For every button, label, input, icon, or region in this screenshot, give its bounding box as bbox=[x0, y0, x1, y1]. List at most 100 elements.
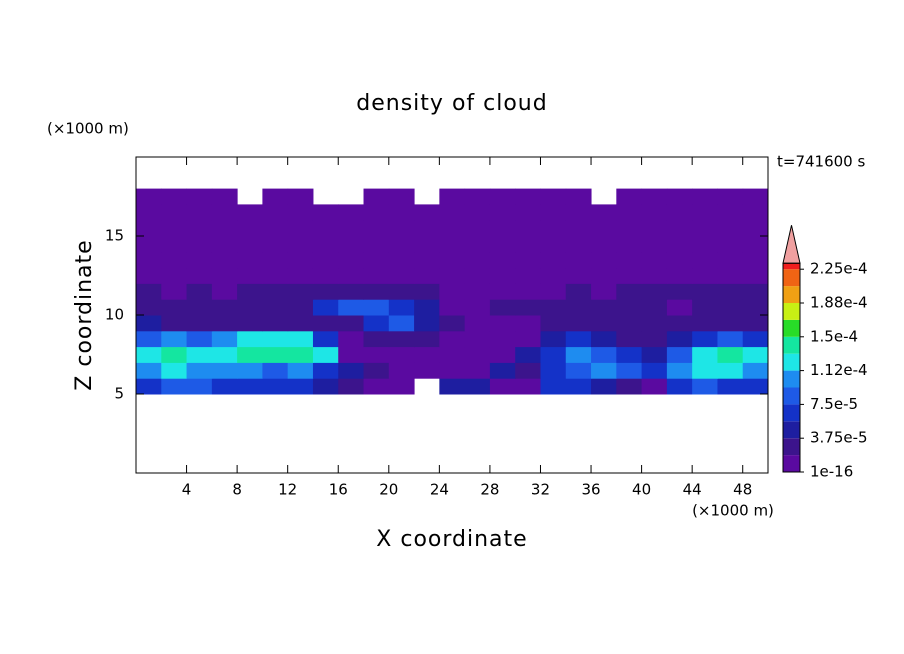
contour-cell bbox=[388, 315, 415, 332]
contour-cell bbox=[616, 188, 643, 205]
contour-cell bbox=[591, 220, 617, 237]
contour-cell bbox=[515, 330, 541, 348]
contour-cell bbox=[742, 283, 769, 300]
contour-cell bbox=[388, 267, 415, 284]
contour-cell bbox=[489, 283, 516, 300]
contour-cell bbox=[363, 346, 390, 363]
contour-cell bbox=[540, 204, 567, 221]
colorbar-band bbox=[783, 387, 800, 405]
colorbar-tick-label: 2.25e-4 bbox=[810, 260, 868, 278]
contour-cell bbox=[136, 251, 162, 269]
contour-cell bbox=[515, 220, 541, 237]
contour-cell bbox=[489, 378, 516, 395]
colorbar-band bbox=[783, 336, 800, 354]
contour-cell bbox=[136, 315, 162, 332]
contour-cell bbox=[186, 236, 213, 253]
contour-cell bbox=[186, 220, 213, 237]
contour-cell bbox=[692, 220, 718, 237]
contour-cell bbox=[262, 220, 289, 237]
contour-cell bbox=[565, 362, 592, 379]
contour-cell bbox=[363, 220, 390, 237]
contour-cell bbox=[262, 236, 289, 253]
contour-cell bbox=[363, 299, 390, 316]
contour-cell bbox=[237, 267, 263, 284]
x-tick-label: 32 bbox=[531, 481, 550, 499]
contour-cell bbox=[338, 330, 365, 348]
colorbar-band bbox=[783, 438, 800, 456]
contour-cell bbox=[591, 362, 617, 379]
contour-cell bbox=[262, 251, 289, 269]
contour-cell bbox=[717, 330, 744, 348]
contour-cell bbox=[388, 204, 415, 221]
contour-cell bbox=[666, 188, 693, 205]
contour-cell bbox=[692, 299, 718, 316]
contour-cell bbox=[363, 251, 390, 269]
contour-cell bbox=[641, 267, 668, 284]
contour-cell bbox=[338, 220, 365, 237]
contour-cell bbox=[136, 362, 162, 379]
colorbar-frame bbox=[782, 262, 801, 473]
contour-cell bbox=[666, 346, 693, 363]
contour-cell bbox=[237, 251, 263, 269]
contour-cell bbox=[489, 220, 516, 237]
contour-cell bbox=[616, 283, 643, 300]
contour-cell bbox=[540, 346, 567, 363]
colorbar-band bbox=[783, 319, 800, 337]
contour-cell bbox=[414, 330, 440, 348]
contour-cell bbox=[363, 283, 390, 300]
contour-cell bbox=[515, 283, 541, 300]
contour-cell bbox=[287, 346, 314, 363]
contour-cell bbox=[515, 204, 541, 221]
contour-cell bbox=[641, 346, 668, 363]
contour-cell bbox=[692, 283, 718, 300]
contour-cell bbox=[489, 315, 516, 332]
contour-cell bbox=[616, 236, 643, 253]
x-tick-label: 20 bbox=[379, 481, 398, 499]
colorbar-band bbox=[783, 353, 800, 371]
contour-cell bbox=[565, 330, 592, 348]
contour-cell bbox=[388, 346, 415, 363]
contour-cell bbox=[616, 267, 643, 284]
contour-cell bbox=[161, 362, 188, 379]
contour-cell bbox=[692, 330, 718, 348]
contour-cell bbox=[338, 267, 365, 284]
contour-cell bbox=[742, 204, 769, 221]
contour-cell bbox=[641, 283, 668, 300]
contour-cell bbox=[439, 251, 466, 269]
contour-cell bbox=[338, 315, 365, 332]
contour-cell bbox=[136, 283, 162, 300]
contour-cell bbox=[540, 236, 567, 253]
contour-cell bbox=[211, 236, 238, 253]
contour-cell bbox=[186, 188, 213, 205]
contour-cell bbox=[591, 236, 617, 253]
contour-cell bbox=[565, 315, 592, 332]
contour-cell bbox=[312, 299, 339, 316]
contour-cell bbox=[591, 251, 617, 269]
colorbar-band bbox=[783, 421, 800, 439]
contour-cell bbox=[591, 346, 617, 363]
contour-cell bbox=[237, 283, 263, 300]
x-tick-label: 12 bbox=[278, 481, 297, 499]
contour-cell bbox=[717, 236, 744, 253]
contour-cell bbox=[414, 299, 440, 316]
contour-cell bbox=[414, 346, 440, 363]
contour-cell bbox=[540, 267, 567, 284]
contour-cell bbox=[742, 251, 769, 269]
contour-cell bbox=[136, 267, 162, 284]
x-tick-label: 16 bbox=[329, 481, 348, 499]
contour-cell bbox=[186, 204, 213, 221]
contour-cell bbox=[666, 220, 693, 237]
contour-cell bbox=[692, 251, 718, 269]
contour-cell bbox=[237, 346, 263, 363]
contour-cell bbox=[591, 330, 617, 348]
contour-cell bbox=[414, 204, 440, 221]
colorbar-band bbox=[783, 455, 800, 472]
contour-cell bbox=[565, 188, 592, 205]
contour-cell bbox=[717, 220, 744, 237]
contour-cell bbox=[439, 362, 466, 379]
contour-cell bbox=[540, 315, 567, 332]
contour-cell bbox=[464, 204, 491, 221]
contour-cell bbox=[439, 204, 466, 221]
contour-cell bbox=[540, 378, 567, 395]
contour-cell bbox=[464, 346, 491, 363]
